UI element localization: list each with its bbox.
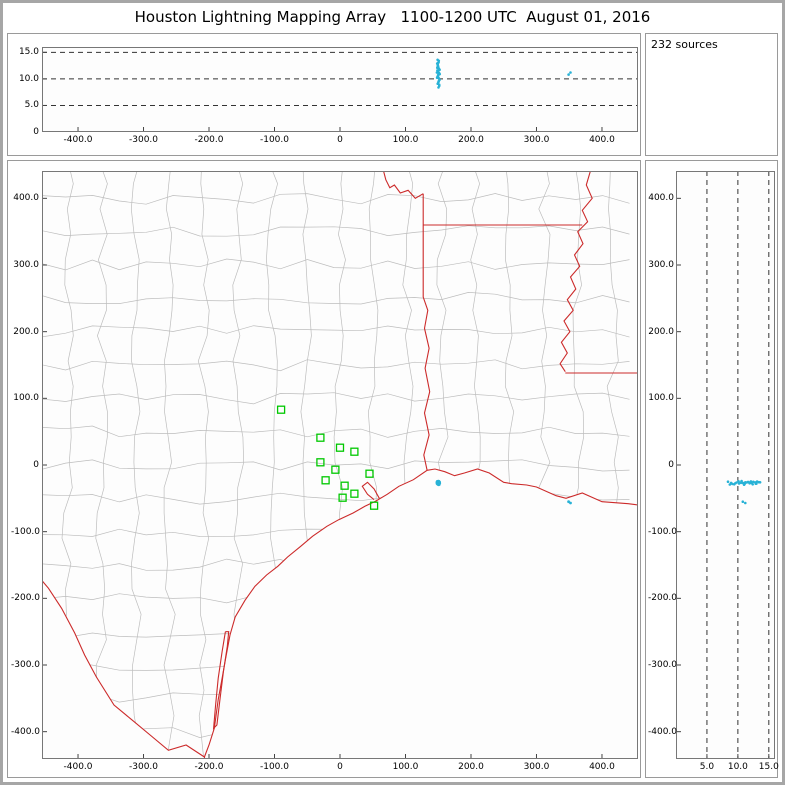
tick-label: 100.0 (13, 393, 39, 404)
source-count-label: 232 sources (651, 38, 718, 51)
tick-label: 200.0 (458, 762, 484, 772)
tick-label: 100.0 (392, 762, 419, 772)
tick-label: 15.0 (18, 47, 39, 58)
axis-ticks (42, 51, 603, 132)
tick-label: 15.0 (758, 762, 779, 772)
tick-label: -300.0 (129, 135, 159, 145)
grid-dashed-lines (42, 51, 638, 106)
altitude-ns-plot[interactable] (676, 171, 775, 759)
tick-label: 200.0 (458, 135, 484, 145)
coastline (203, 468, 638, 759)
plot-frame (42, 171, 638, 759)
tick-label: -200.0 (11, 593, 41, 604)
tick-label: 400.0 (648, 193, 674, 204)
altitude-ew-plot[interactable] (42, 47, 638, 132)
tick-label: 300.0 (13, 260, 39, 270)
plot-frame (42, 47, 638, 132)
tick-label: 0 (337, 762, 343, 772)
tick-label: 300.0 (523, 762, 550, 772)
tick-label: 100.0 (392, 135, 419, 145)
tick-label: 0 (33, 127, 39, 137)
tick-label: -300.0 (129, 762, 159, 772)
lightning-sources (726, 479, 762, 505)
tick-label: -100.0 (648, 526, 678, 537)
tick-label: 0 (668, 460, 674, 470)
tick-label: -300.0 (11, 660, 41, 670)
plot-frame (676, 171, 775, 759)
tick-label: -400.0 (648, 726, 678, 737)
tick-label: 300.0 (648, 260, 674, 270)
tick-label: 5.0 (699, 762, 715, 772)
tick-label: -200.0 (194, 762, 224, 772)
tick-label: -100.0 (11, 526, 41, 537)
tick-label: 400.0 (13, 193, 39, 204)
altitude-ns-panel: 400.0 300.0 200.0 100.0 0 -100.0 -200.0 -300.0 -… (645, 160, 779, 778)
station-markers (276, 405, 379, 510)
tick-label: -100.0 (259, 135, 289, 145)
window-title: Houston Lightning Mapping Array 1100-120… (134, 8, 651, 26)
tick-label: 400.0 (589, 135, 615, 145)
county-boundaries (42, 171, 630, 758)
plan-view-map-panel: -400.0 -300.0 -200.0 -100.0 0 100.0 200.0 300.0… (7, 160, 641, 778)
tick-label: 0 (337, 135, 343, 145)
tick-label: -400.0 (11, 726, 41, 737)
tick-label: -300.0 (648, 660, 678, 670)
source-count-panel: 232 sources (645, 33, 778, 156)
tick-label: -400.0 (63, 135, 93, 145)
axis-ticks (676, 197, 770, 759)
lightning-sources (435, 479, 572, 505)
tick-label: 10.0 (727, 762, 748, 772)
tick-label: -200.0 (648, 593, 678, 604)
tick-label: -100.0 (259, 762, 289, 772)
lightning-sources (435, 58, 572, 89)
tick-label: 300.0 (523, 135, 550, 145)
tick-label: 200.0 (13, 326, 39, 337)
tick-label: 5.0 (24, 100, 39, 111)
tick-label: 0 (33, 460, 39, 470)
grid-dashed-lines (706, 171, 770, 759)
plan-view-map[interactable] (42, 171, 638, 759)
tick-label: 200.0 (648, 326, 674, 337)
tick-label: 400.0 (589, 762, 615, 772)
tick-label: -400.0 (63, 762, 93, 772)
state-boundaries (42, 171, 638, 758)
tick-label: -200.0 (194, 135, 224, 145)
altitude-ew-panel: -400.0 -300.0 -200.0 -100.0 0 100.0 200.0 300.0… (7, 33, 641, 156)
tick-label: 10.0 (18, 73, 39, 84)
tick-label: 100.0 (648, 393, 674, 404)
